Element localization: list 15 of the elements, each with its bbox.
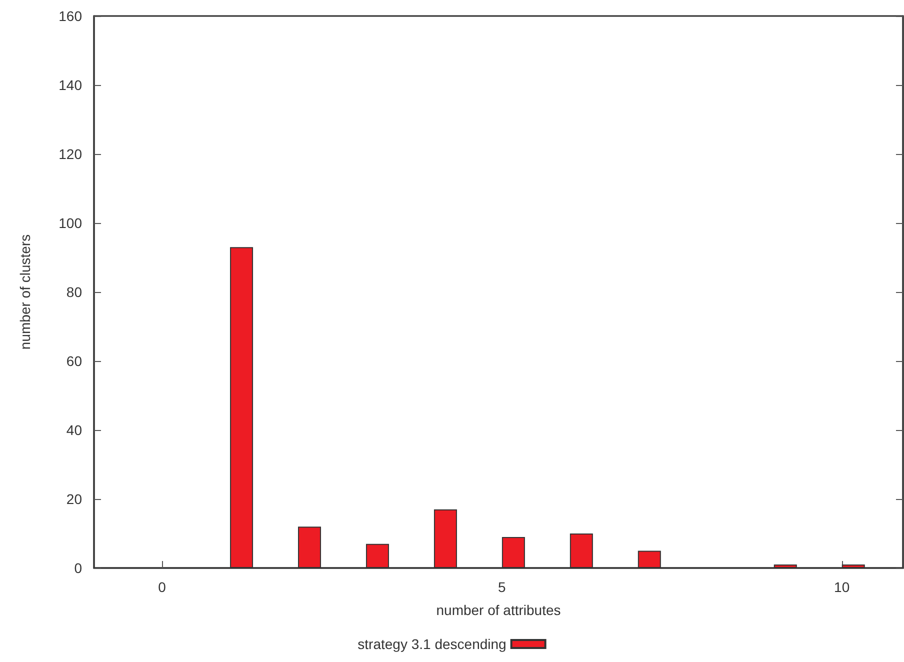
legend-label: strategy 3.1 descending xyxy=(358,636,506,652)
x-tick-label: 10 xyxy=(834,579,850,595)
y-tick-label: 60 xyxy=(66,353,82,369)
x-tick-label: 0 xyxy=(158,579,166,595)
x-axis-title: number of attributes xyxy=(436,602,561,618)
y-axis-title: number of clusters xyxy=(17,234,33,350)
y-tick-label: 20 xyxy=(66,491,82,507)
y-tick-label: 140 xyxy=(58,77,82,93)
y-tick-label: 120 xyxy=(58,146,82,162)
y-tick-label: 0 xyxy=(74,560,82,576)
x-tick-label: 5 xyxy=(498,579,506,595)
y-tick-label: 80 xyxy=(66,284,82,300)
y-tick-label: 40 xyxy=(66,422,82,438)
y-tick-label: 100 xyxy=(58,215,82,231)
y-tick-label: 160 xyxy=(58,8,82,24)
